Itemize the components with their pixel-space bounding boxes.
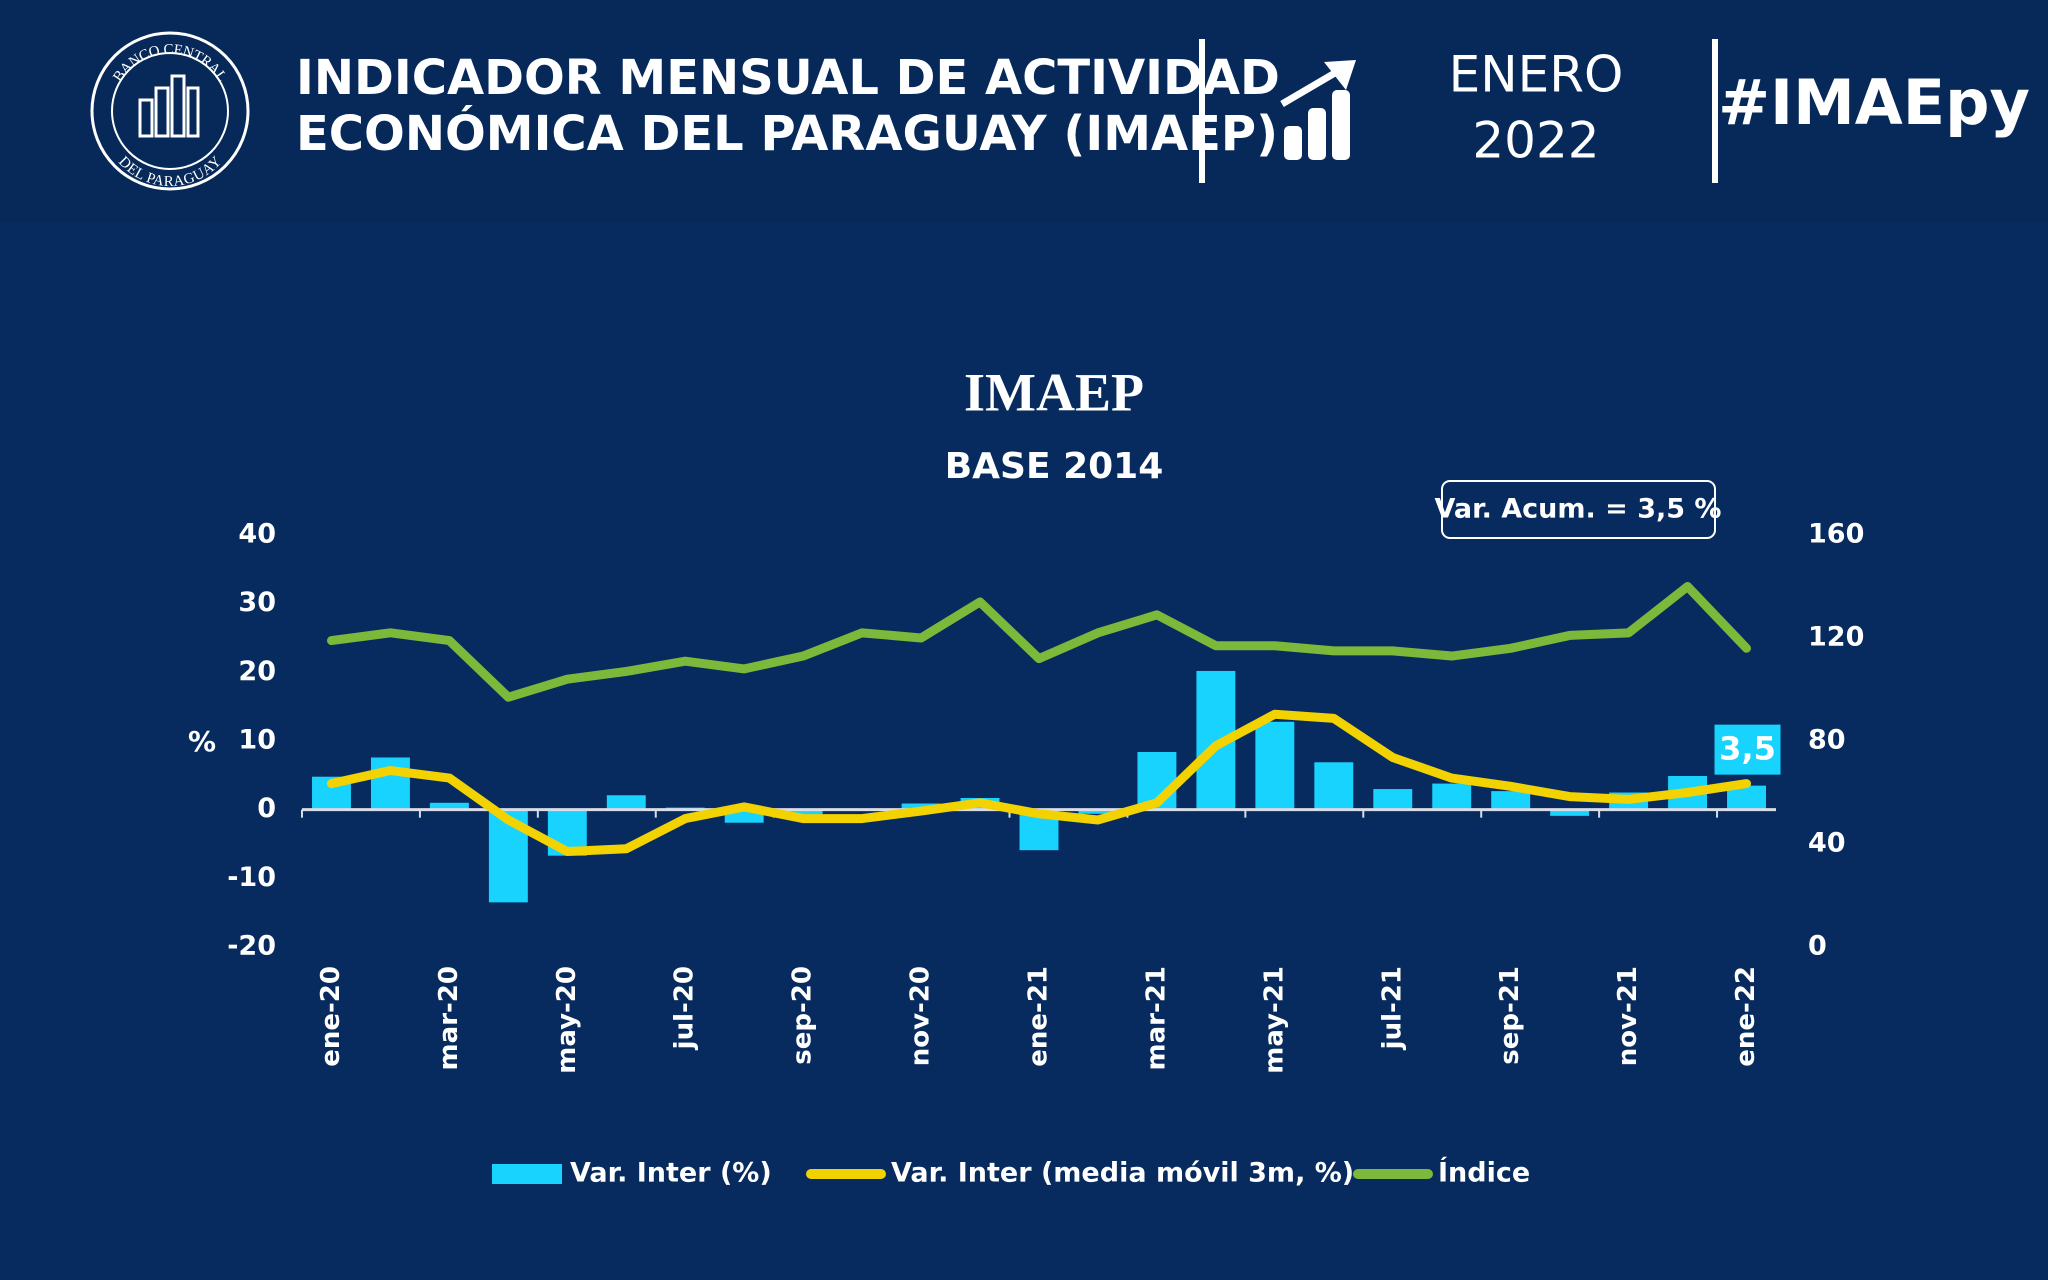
chart-title: IMAEP	[964, 362, 1144, 422]
y-axis-label: %	[188, 725, 216, 758]
x-tick-label: jul-20	[670, 966, 700, 1050]
value-label-box	[1714, 724, 1781, 775]
y2-tick-label: 120	[1808, 622, 1864, 653]
y2-tick-label: 80	[1808, 725, 1846, 756]
y-tick-label: 40	[238, 519, 276, 550]
hashtag: #IMAEpy	[1718, 66, 2030, 139]
x-tick-label: nov-20	[906, 966, 936, 1066]
logo-ring	[90, 31, 250, 191]
bar	[429, 802, 469, 810]
x-tick-label: may-21	[1259, 966, 1289, 1074]
y-tick-label: 30	[238, 587, 276, 618]
header-band	[0, 0, 2048, 222]
bar	[1373, 789, 1413, 810]
legend-swatch	[492, 1164, 562, 1184]
x-tick-label: ene-21	[1024, 966, 1054, 1067]
bar	[1314, 762, 1354, 810]
bar	[606, 795, 646, 810]
x-tick-label: ene-22	[1731, 966, 1761, 1067]
bar	[1078, 809, 1118, 814]
chart-icon	[1280, 60, 1356, 160]
bar	[1491, 791, 1531, 810]
x-tick-label: mar-21	[1141, 966, 1171, 1070]
header-title: INDICADOR MENSUAL DE ACTIVIDAD	[296, 50, 1280, 106]
x-tick-label: nov-21	[1613, 966, 1643, 1066]
line	[326, 582, 1752, 702]
x-tick-label: sep-21	[1495, 966, 1525, 1065]
header-year: 2022	[1472, 112, 1599, 170]
annotation: Var. Acum. = 3,5 %	[1435, 494, 1722, 525]
line	[326, 709, 1752, 857]
y2-tick-label: 0	[1808, 931, 1827, 962]
y-tick-label: 20	[238, 656, 276, 687]
x-tick-label: sep-20	[788, 966, 818, 1065]
y2-tick-label: 40	[1808, 828, 1846, 859]
header-month: ENERO	[1449, 46, 1624, 104]
x-tick-label: may-20	[552, 966, 582, 1074]
logo-building	[138, 74, 200, 138]
y-tick-label: 10	[238, 725, 276, 756]
y-tick-label: -20	[227, 931, 276, 962]
y2-tick-label: 160	[1808, 519, 1864, 550]
x-tick-label: jul-21	[1377, 966, 1407, 1050]
legend-label: Índice	[1438, 1157, 1530, 1189]
bar	[1255, 721, 1295, 810]
x-tick-label: mar-20	[434, 966, 464, 1070]
legend-label: Var. Inter (media móvil 3m, %)	[891, 1158, 1354, 1189]
header-title: ECONÓMICA DEL PARAGUAY (IMAEP)	[296, 105, 1278, 162]
logo-inner-ring	[111, 52, 229, 170]
bar	[1432, 783, 1472, 810]
chart-subtitle: BASE 2014	[945, 446, 1164, 487]
value-label: 3,5	[1719, 730, 1776, 768]
bar	[370, 757, 410, 810]
bar	[1550, 809, 1590, 816]
x-tick-label: ene-20	[316, 966, 346, 1067]
y-tick-label: 0	[257, 793, 276, 824]
legend-label: Var. Inter (%)	[570, 1158, 772, 1189]
bar	[783, 809, 823, 816]
y-tick-label: -10	[227, 862, 276, 893]
annotation-box	[1441, 480, 1716, 539]
